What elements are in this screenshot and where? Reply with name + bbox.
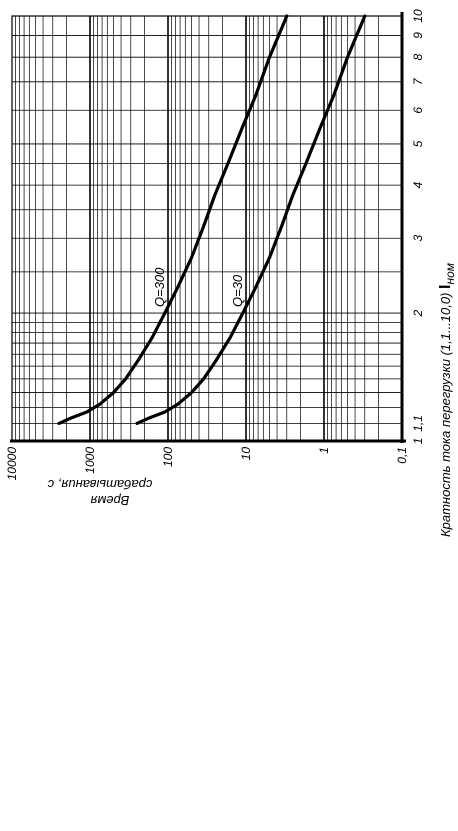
y-tick-label: 10000 [5, 447, 19, 481]
y-tick-labels: 10000 1000 100 10 1 0,1 [5, 447, 409, 481]
plot-border [11, 15, 403, 442]
series-label-q30: Q=30 [230, 274, 245, 307]
y-tick-label: 1000 [83, 447, 97, 474]
y-tick-label: 1 [317, 447, 331, 454]
series-line-0 [57, 14, 289, 425]
series-label-q300: Q=300 [152, 267, 167, 307]
x-tick-label: 6 [411, 107, 425, 114]
x-tick-label: 1 [411, 438, 425, 445]
x-tick-label: 5 [411, 140, 425, 147]
x-tick-label: 1,1 [411, 415, 425, 432]
x-tick-label: 10 [411, 9, 425, 23]
svg-text:Кратность тока перегрузки (1,1: Кратность тока перегрузки (1,1...10,0) I… [437, 263, 457, 537]
x-axis-title: Кратность тока перегрузки (1,1...10,0) I… [437, 263, 457, 537]
x-tick-label: 7 [411, 77, 425, 85]
y-axis-label-line2: срабатывания, с [47, 477, 152, 492]
x-tick-label: 9 [411, 32, 425, 39]
plot-frame [10, 12, 406, 443]
x-tick-labels: 1 1,1 2 3 4 5 6 7 8 9 10 [411, 9, 425, 444]
y-axis-title: Время срабатывания, с [47, 477, 152, 508]
x-tick-label: 8 [411, 54, 425, 61]
y-tick-label: 10 [239, 447, 253, 461]
x-tick-label: 2 [411, 309, 425, 317]
x-tick-label: 4 [411, 181, 425, 188]
y-gridlines [15, 16, 403, 441]
y-tick-label: 0,1 [395, 447, 409, 464]
series-curves [57, 14, 367, 425]
series-line-1 [135, 14, 367, 425]
x-axis-symbol: I [437, 284, 454, 288]
x-gridlines [12, 15, 402, 442]
x-axis-label: Кратность тока перегрузки (1,1...10,0) [438, 293, 453, 537]
y-tick-label: 100 [161, 447, 175, 467]
x-tick-label: 3 [411, 235, 425, 242]
x-axis-subscript: ном [443, 263, 457, 285]
y-axis-label-line1: Время [91, 493, 130, 508]
